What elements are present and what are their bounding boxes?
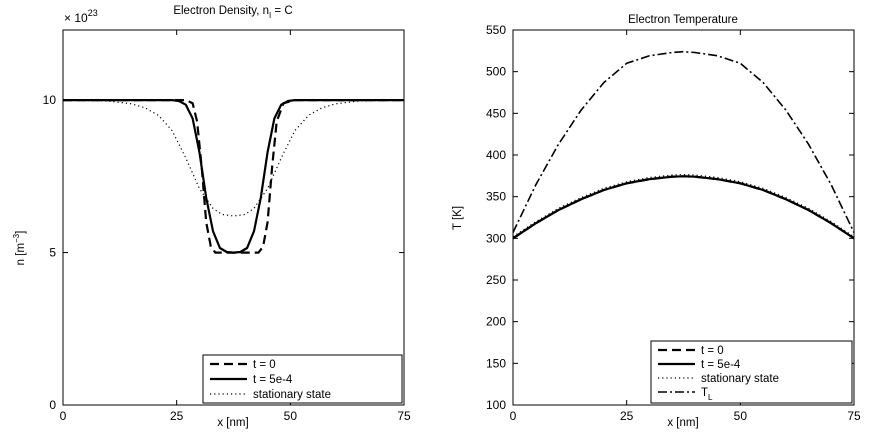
temperature-y-axis-label: T [K] [452,206,464,230]
x-tick-label: 0 [510,409,517,423]
y-tick-label: 350 [486,190,506,204]
temperature-chart: Electron Temperature x [nm] T [K] 0 25 50 7… [452,14,861,429]
temperature-legend: t = 0 t = 5e-4 stationary state TL [650,340,853,404]
legend-label: t = 5e-4 [701,359,741,371]
y-tick-label: 200 [486,315,506,329]
y-tick-label: 5 [49,246,56,260]
temperature-chart-title: Electron Temperature [628,14,738,26]
density-x-axis-label: x [nm] [217,417,248,429]
legend-label: TL [701,387,713,402]
series-line-dashdot [512,50,855,233]
y-tick-label: 0 [49,398,56,412]
legend-label: t = 0 [253,359,276,371]
density-legend: t = 0 t = 5e-4 stationary state [202,354,403,404]
density-chart: Electron Density, nI = C × 1023 x [nm] n… [12,5,411,429]
density-chart-title: Electron Density, nI = C [173,5,292,20]
series-line-dotted [512,174,855,238]
legend-label: stationary state [701,373,779,385]
x-tick-label: 50 [284,409,298,423]
y-tick-label: 10 [43,93,57,107]
density-plot-frame [62,29,405,406]
series-line-solid [512,175,855,240]
density-lines [62,98,405,254]
legend-box [650,340,853,404]
density-y-axis-label: n [m−3] [12,231,27,266]
y-tick-label: 550 [486,23,506,37]
density-ticks: 0 25 50 75 0 5 10 [43,30,411,423]
x-tick-label: 25 [620,409,634,423]
temperature-x-axis-label: x [nm] [667,417,698,429]
y-tick-label: 400 [486,148,506,162]
legend-label: t = 0 [701,345,724,357]
legend-label: stationary state [253,389,331,401]
x-tick-label: 75 [397,409,411,423]
x-tick-label: 0 [60,409,67,423]
legend-label: t = 5e-4 [253,374,293,386]
y-tick-label: 450 [486,106,506,120]
y-tick-label: 100 [486,398,506,412]
series-line-solid [63,98,404,254]
y-tick-label: 300 [486,231,506,245]
series-line-dotted [62,99,405,217]
x-tick-label: 25 [170,409,184,423]
x-tick-label: 75 [847,409,861,423]
y-tick-label: 150 [486,356,506,370]
x-tick-label: 50 [734,409,748,423]
y-tick-label: 500 [486,65,506,79]
series-line-dashed [63,98,404,254]
temperature-lines [512,50,855,240]
density-exponent-label: × 1023 [64,8,98,25]
y-tick-label: 250 [486,273,506,287]
temperature-plot-frame [512,29,855,406]
